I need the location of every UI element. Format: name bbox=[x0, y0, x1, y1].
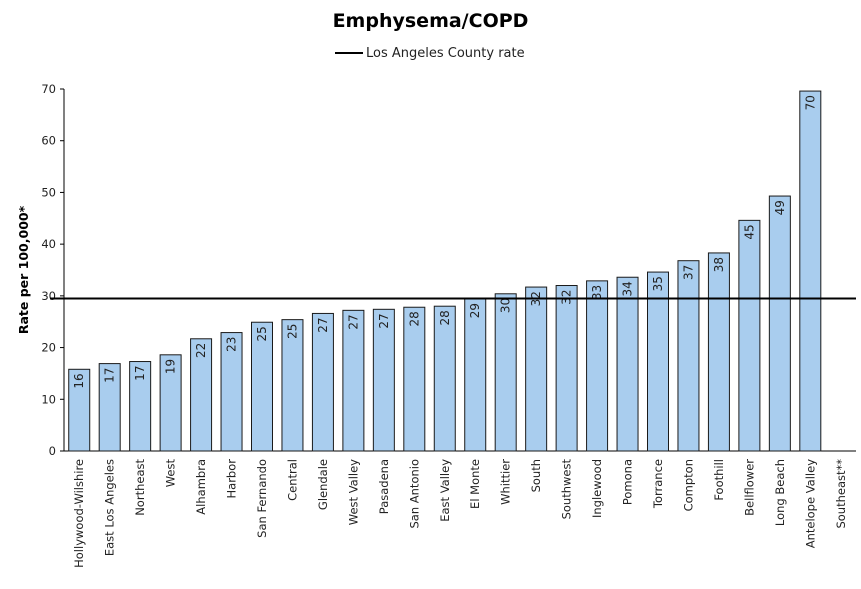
y-tick-label: 40 bbox=[41, 237, 56, 251]
data-label: 17 bbox=[103, 368, 117, 383]
legend-line-swatch bbox=[335, 52, 363, 54]
category-label: East Valley bbox=[438, 459, 452, 522]
bar bbox=[190, 338, 213, 452]
bar bbox=[768, 195, 791, 452]
category-label: Compton bbox=[681, 459, 695, 511]
data-label: 27 bbox=[377, 313, 391, 328]
bar bbox=[555, 285, 578, 452]
bar bbox=[68, 368, 91, 452]
bar bbox=[251, 321, 273, 452]
category-label: South bbox=[529, 459, 543, 492]
bar bbox=[647, 271, 669, 452]
data-label: 25 bbox=[285, 324, 299, 339]
data-label: 23 bbox=[225, 337, 239, 352]
category-label: Alhambra bbox=[194, 459, 208, 515]
bar bbox=[707, 252, 730, 452]
category-label: Torrance bbox=[651, 459, 665, 509]
category-label: Pomona bbox=[621, 459, 635, 505]
category-label: Northeast bbox=[133, 459, 147, 516]
category-label: Foothill bbox=[712, 459, 726, 501]
category-label: Hollywood-Wilshire bbox=[72, 459, 86, 568]
chart-title: Emphysema/COPD bbox=[332, 10, 529, 32]
data-label: 22 bbox=[194, 343, 208, 358]
data-label: 25 bbox=[255, 326, 269, 341]
bar bbox=[799, 90, 822, 452]
bar bbox=[281, 319, 304, 452]
category-label: Southwest bbox=[560, 459, 574, 520]
category-label: Bellflower bbox=[742, 459, 756, 516]
y-tick-label: 60 bbox=[41, 134, 56, 148]
category-label: San Fernando bbox=[255, 459, 269, 538]
category-label: San Antonio bbox=[407, 459, 421, 529]
bar bbox=[98, 363, 121, 452]
bar bbox=[433, 305, 456, 452]
data-label: 35 bbox=[651, 276, 665, 291]
y-tick-label: 20 bbox=[41, 341, 56, 355]
category-label: Long Beach bbox=[773, 459, 787, 526]
legend: Los Angeles County rate bbox=[335, 44, 525, 62]
data-label: 34 bbox=[621, 281, 635, 296]
category-label: East Los Angeles bbox=[103, 459, 117, 556]
bar bbox=[494, 293, 517, 452]
data-label: 29 bbox=[468, 303, 482, 318]
category-label: El Monte bbox=[468, 459, 482, 509]
data-label: 45 bbox=[742, 224, 756, 239]
data-label: 30 bbox=[499, 298, 513, 313]
category-label: Southeast** bbox=[834, 459, 848, 529]
data-label: 19 bbox=[164, 359, 178, 374]
data-label: 28 bbox=[438, 310, 452, 325]
y-tick-label: 0 bbox=[49, 444, 56, 458]
bar bbox=[129, 361, 152, 452]
bar bbox=[616, 276, 639, 452]
category-label: Harbor bbox=[225, 459, 239, 499]
bar bbox=[403, 306, 426, 452]
category-label: Inglewood bbox=[590, 459, 604, 518]
y-tick-label: 50 bbox=[41, 185, 56, 199]
data-label: 33 bbox=[590, 285, 604, 300]
bar bbox=[342, 309, 365, 452]
category-label: West bbox=[164, 459, 178, 488]
data-label: 28 bbox=[407, 311, 421, 326]
bar bbox=[738, 219, 761, 452]
data-label: 38 bbox=[712, 257, 726, 272]
y-tick-label: 30 bbox=[41, 289, 56, 303]
bar bbox=[677, 260, 700, 452]
category-label: West Valley bbox=[346, 459, 360, 525]
data-label: 70 bbox=[803, 95, 817, 110]
category-label: Antelope Valley bbox=[803, 459, 817, 548]
y-axis-label: Rate per 100,000* bbox=[16, 205, 31, 334]
data-label: 32 bbox=[560, 290, 574, 305]
bar bbox=[372, 308, 395, 452]
y-tick-label: 70 bbox=[41, 82, 56, 96]
category-label: Central bbox=[285, 459, 299, 501]
bar bbox=[159, 354, 182, 452]
bar bbox=[464, 298, 487, 452]
bar bbox=[311, 312, 334, 452]
legend-label: Los Angeles County rate bbox=[366, 45, 525, 61]
bar bbox=[586, 280, 609, 452]
bar bbox=[220, 332, 243, 452]
data-label: 49 bbox=[773, 200, 787, 215]
data-label: 37 bbox=[681, 265, 695, 280]
category-label: Pasadena bbox=[377, 459, 391, 514]
data-label: 27 bbox=[316, 317, 330, 332]
bar bbox=[525, 286, 548, 452]
category-label: Glendale bbox=[316, 459, 330, 510]
y-tick-label: 10 bbox=[41, 392, 56, 406]
data-label: 16 bbox=[72, 373, 86, 388]
category-label: Whittier bbox=[499, 459, 513, 505]
data-label: 27 bbox=[346, 314, 360, 329]
data-label: 17 bbox=[133, 366, 147, 381]
